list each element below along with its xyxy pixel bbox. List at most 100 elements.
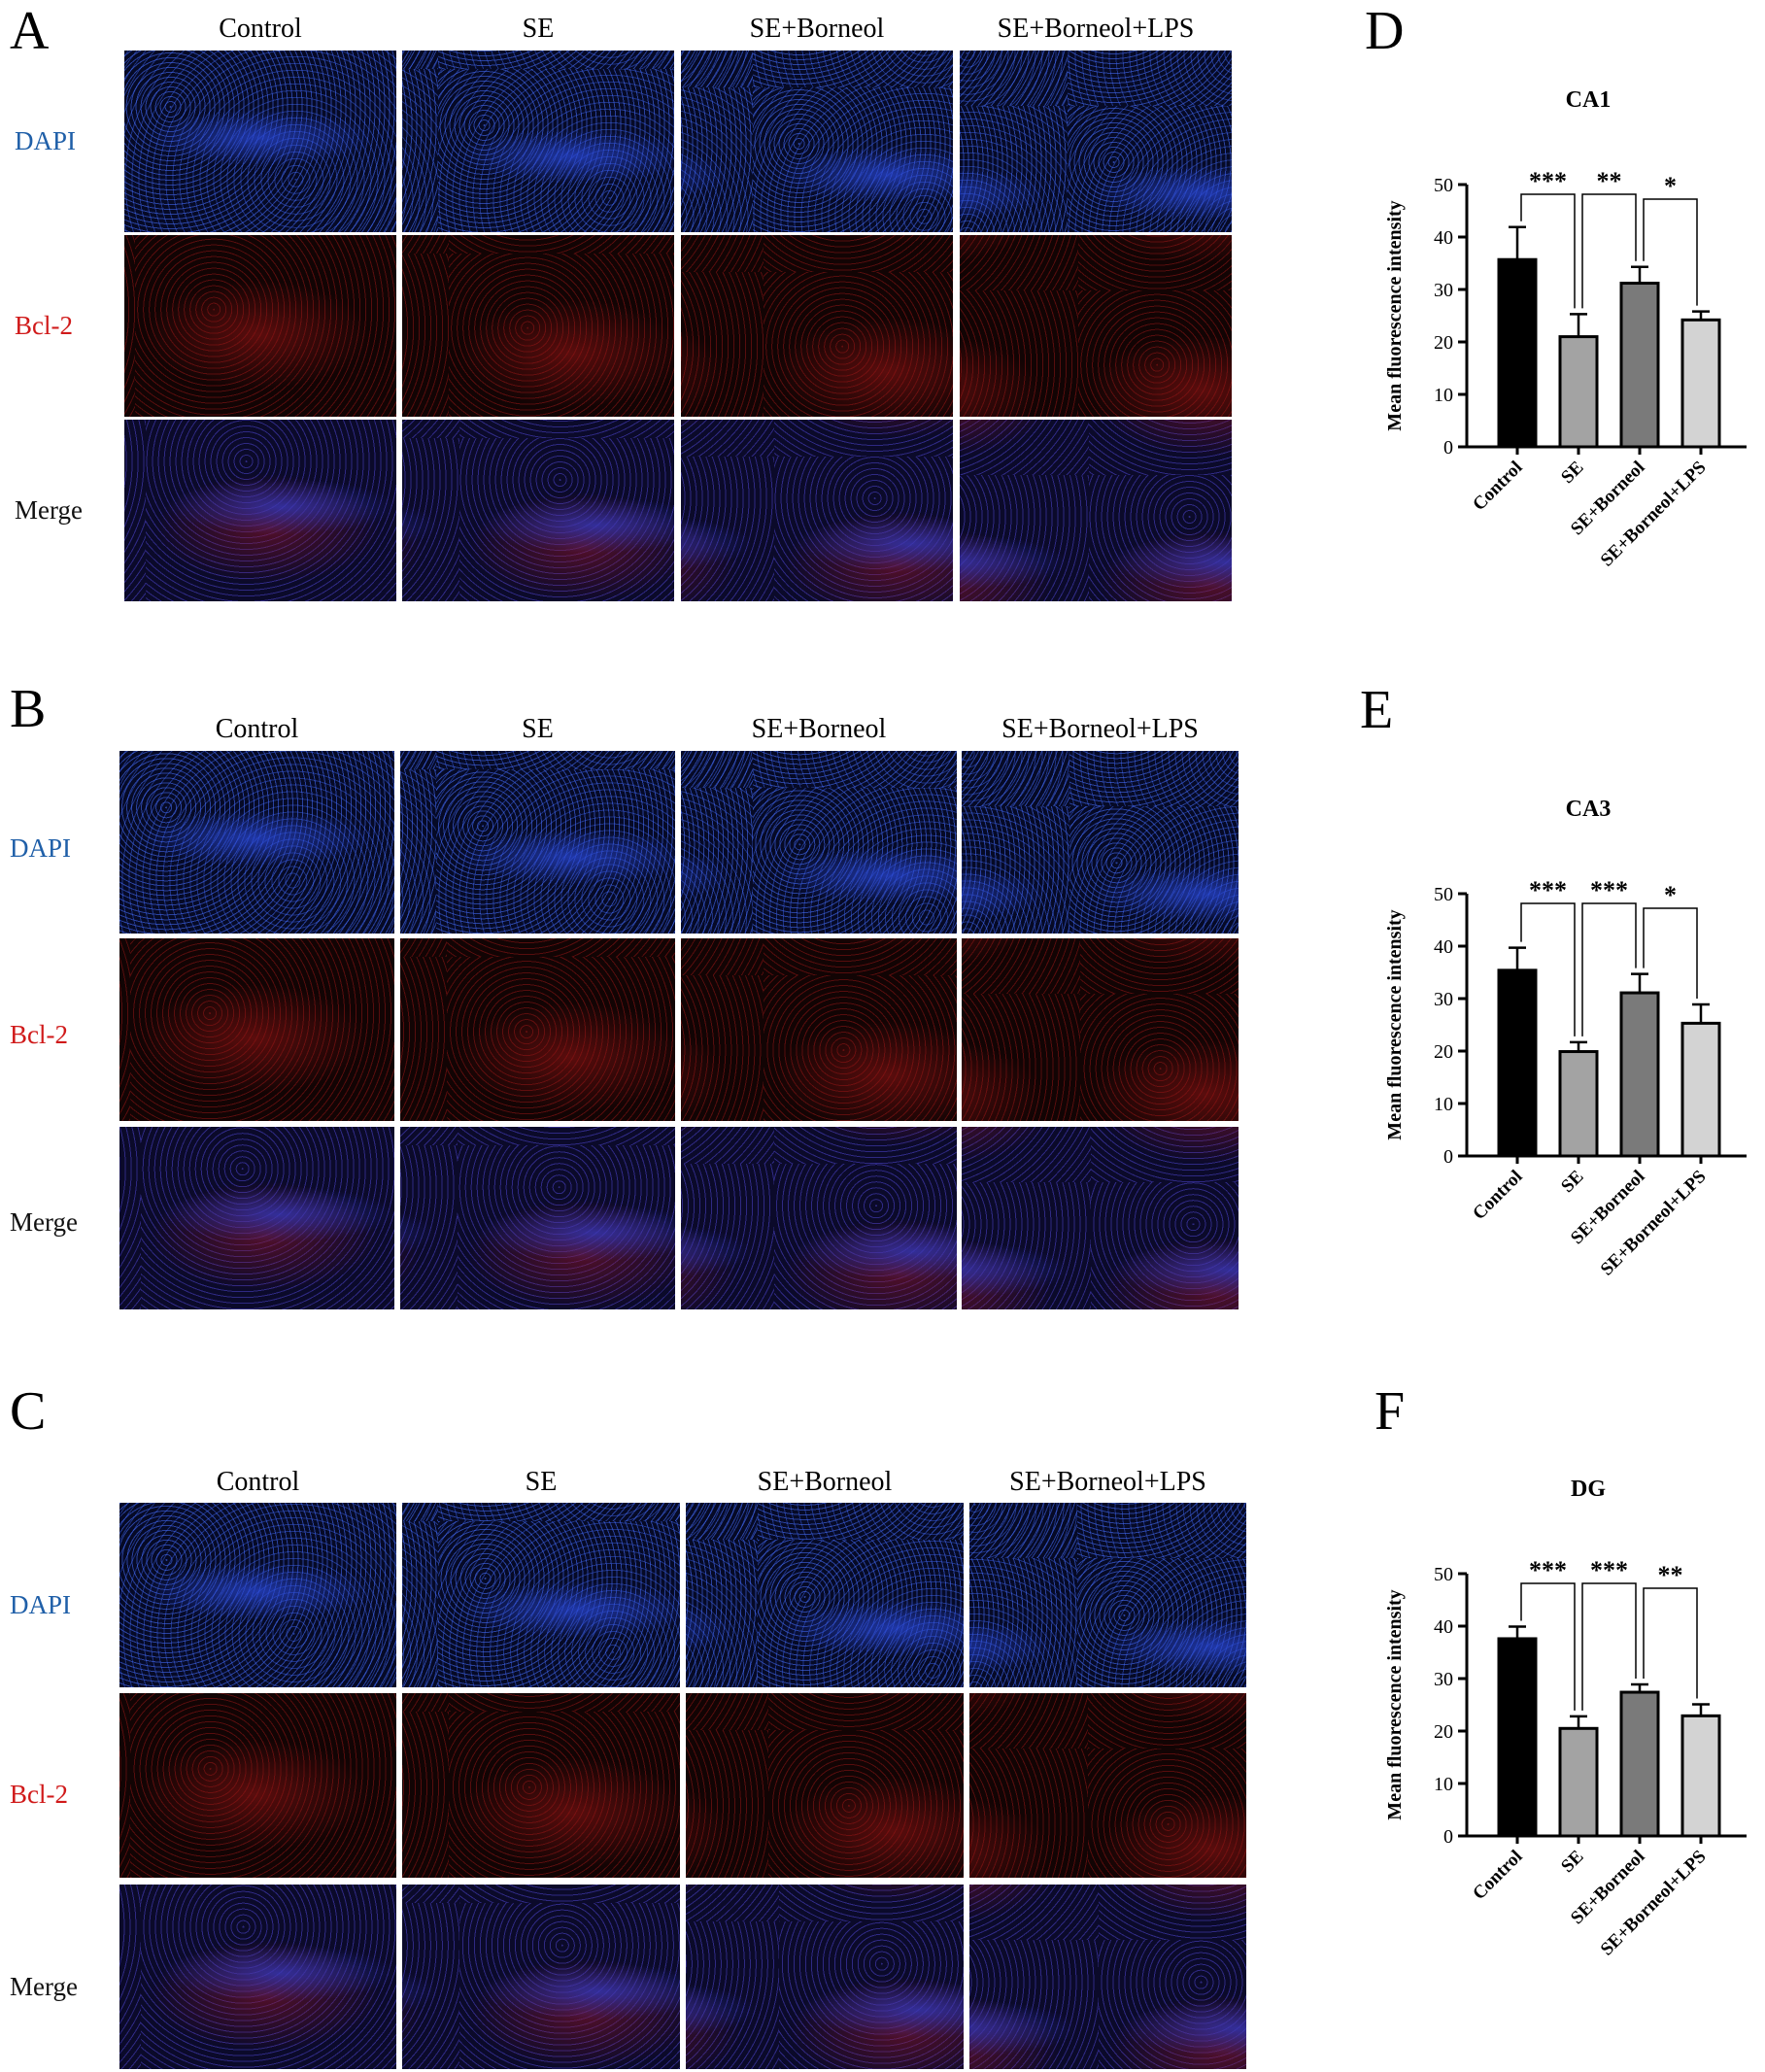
bar-chart-ca1: CA1 Mean fluorescence intensity 0 10 20 30 40 5… [1384,87,1747,570]
significance-label: *** [1590,1556,1628,1584]
micrograph-a-merge-1 [124,420,396,601]
significance-bracket [1520,193,1576,309]
bar-1 [1497,968,1538,1158]
row-label-a-bcl-2: Bcl-2 [15,311,73,340]
y-tick-label: 0 [1443,1826,1453,1848]
y-tick-label: 10 [1434,385,1453,406]
significance-bracket [1643,1587,1698,1699]
column-label-a-3: SE+Borneol [749,14,885,44]
y-axis-label: Mean fluorescence intensity [1384,1589,1406,1819]
panel-letter-b: B [10,679,47,739]
x-tick-label: SE [1557,1167,1587,1197]
micrograph-c-merge-4 [969,1885,1246,2069]
bar-4 [1680,318,1721,449]
significance-label: * [1664,881,1677,909]
y-tick-label: 0 [1443,1146,1453,1168]
bar-chart-dg: DG Mean fluorescence intensity 0 10 20 30 40 50… [1384,1477,1747,1959]
significance-bracket [1581,902,1637,1036]
micrograph-c-bcl-2-4 [969,1693,1246,1878]
column-label-c-3: SE+Borneol [757,1467,893,1497]
micrograph-b-merge-2 [400,1127,675,1309]
x-tick-label: Control [1469,1167,1526,1224]
y-tick-label: 40 [1434,936,1453,958]
bar-3 [1619,991,1660,1158]
row-label-c-bcl-2: Bcl-2 [10,1780,68,1809]
micrograph-c-merge-3 [686,1885,964,2069]
micrograph-c-bcl-2-2 [402,1693,680,1878]
y-tick-label: 30 [1434,280,1453,301]
x-tick-label: SE+Borneol+LPS [1597,1167,1711,1280]
row-label-a-merge: Merge [15,495,83,525]
bar-2 [1558,335,1599,449]
column-label-b-3: SE+Borneol [751,714,887,744]
chart-title: DG [1571,1477,1606,1502]
significance-bracket [1581,193,1637,309]
bar-4 [1680,1714,1721,1838]
micrograph-c-dapi-4 [969,1503,1246,1687]
y-tick-label: 50 [1434,1564,1453,1585]
micrograph-a-dapi-3 [681,51,953,232]
y-tick-label: 20 [1434,332,1453,354]
column-label-c-4: SE+Borneol+LPS [1009,1467,1206,1497]
y-axis-label: Mean fluorescence intensity [1384,200,1406,430]
y-tick-label: 40 [1434,227,1453,249]
panel-letter-f: F [1375,1381,1406,1442]
micrograph-a-merge-4 [960,420,1232,601]
significance-label: *** [1529,876,1567,904]
x-tick-label: Control [1469,1847,1526,1904]
row-label-c-merge: Merge [10,1972,78,2001]
significance-bracket [1581,1582,1637,1711]
y-tick-label: 50 [1434,884,1453,905]
y-tick-label: 30 [1434,989,1453,1010]
micrograph-c-bcl-2-3 [686,1693,964,1878]
y-tick-label: 50 [1434,175,1453,196]
bar-chart-ca3: CA3 Mean fluorescence intensity 0 10 20 30 40 5… [1384,797,1747,1280]
micrograph-b-merge-4 [962,1127,1239,1309]
column-label-a-2: SE [522,14,555,44]
y-tick-label: 0 [1443,437,1453,459]
panel-letter-c: C [10,1381,47,1442]
panel-letter-e: E [1360,680,1394,740]
y-axis-label: Mean fluorescence intensity [1384,909,1406,1139]
x-tick-label: SE [1557,458,1587,488]
significance-label: *** [1529,1556,1567,1584]
row-label-b-dapi: DAPI [10,833,72,863]
micrograph-a-bcl-2-3 [681,235,953,417]
significance-label: ** [1597,167,1622,195]
bar-1 [1497,257,1538,449]
micrograph-a-bcl-2-2 [402,235,674,417]
bar-3 [1619,282,1660,449]
micrograph-b-dapi-4 [962,751,1239,934]
micrograph-a-merge-3 [681,420,953,601]
micrograph-c-dapi-2 [402,1503,680,1687]
micrograph-b-dapi-1 [119,751,394,934]
column-label-a-1: Control [219,14,302,44]
x-tick-label: SE [1557,1847,1587,1877]
significance-bracket [1520,902,1576,1036]
micrograph-b-bcl-2-3 [681,938,957,1121]
micrograph-a-bcl-2-4 [960,235,1232,417]
significance-bracket [1643,907,1698,999]
bar-3 [1619,1690,1660,1838]
row-label-a-dapi: DAPI [15,126,77,155]
micrograph-b-dapi-2 [400,751,675,934]
significance-label: *** [1590,876,1628,904]
micrograph-b-bcl-2-2 [400,938,675,1121]
panel-letter-a: A [10,1,50,61]
micrograph-b-bcl-2-1 [119,938,394,1121]
micrograph-a-bcl-2-1 [124,235,396,417]
y-tick-label: 10 [1434,1094,1453,1115]
column-label-c-2: SE [525,1467,558,1497]
significance-label: *** [1529,167,1567,195]
micrograph-c-merge-2 [402,1885,680,2069]
bar-2 [1558,1050,1599,1158]
column-label-c-1: Control [216,1467,300,1497]
row-label-b-bcl-2: Bcl-2 [10,1020,68,1049]
micrograph-b-bcl-2-4 [962,938,1239,1121]
y-tick-label: 10 [1434,1774,1453,1795]
micrograph-c-dapi-1 [119,1503,396,1687]
micrograph-b-merge-3 [681,1127,957,1309]
row-label-c-dapi: DAPI [10,1590,72,1619]
micrograph-c-merge-1 [119,1885,396,2069]
y-tick-label: 30 [1434,1669,1453,1690]
